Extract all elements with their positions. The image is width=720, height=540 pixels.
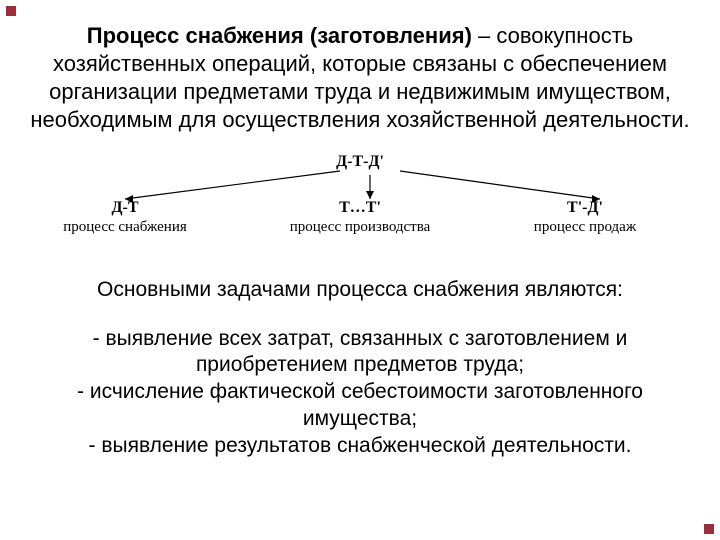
body-item: - выявление всех затрат, связанных с заг… — [30, 326, 690, 380]
diagram-col-bold: Т'-Д' — [505, 199, 665, 217]
diagram-col-0: Д-Т процесс снабжения — [45, 199, 205, 236]
diagram: Д-Т-Д' Д-Тпроцесс снабженияТ…Т'процесс п… — [30, 153, 690, 263]
body-lead: Основными задачами процесса снабжения яв… — [30, 277, 690, 304]
title-bold: Процесс снабжения (заготовления) — [87, 23, 472, 48]
body-items: - выявление всех затрат, связанных с заг… — [30, 326, 690, 460]
body-item: - исчисление фактической себестоимости з… — [30, 379, 690, 433]
slide: Процесс снабжения (заготовления) – совок… — [0, 0, 720, 540]
diagram-col-sub: процесс продаж — [505, 219, 665, 236]
diagram-col-bold: Д-Т — [45, 199, 205, 217]
diagram-col-sub: процесс снабжения — [45, 219, 205, 236]
title-block: Процесс снабжения (заготовления) – совок… — [30, 22, 690, 135]
diagram-col-bold: Т…Т' — [280, 199, 440, 217]
body-item: - выявление результатов снабженческой де… — [30, 433, 690, 460]
corner-accent-tl — [6, 6, 16, 16]
corner-accent-br — [704, 524, 714, 534]
diagram-col-sub: процесс производства — [280, 219, 440, 236]
diagram-col-1: Т…Т' процесс производства — [280, 199, 440, 236]
diagram-col-2: Т'-Д' процесс продаж — [505, 199, 665, 236]
